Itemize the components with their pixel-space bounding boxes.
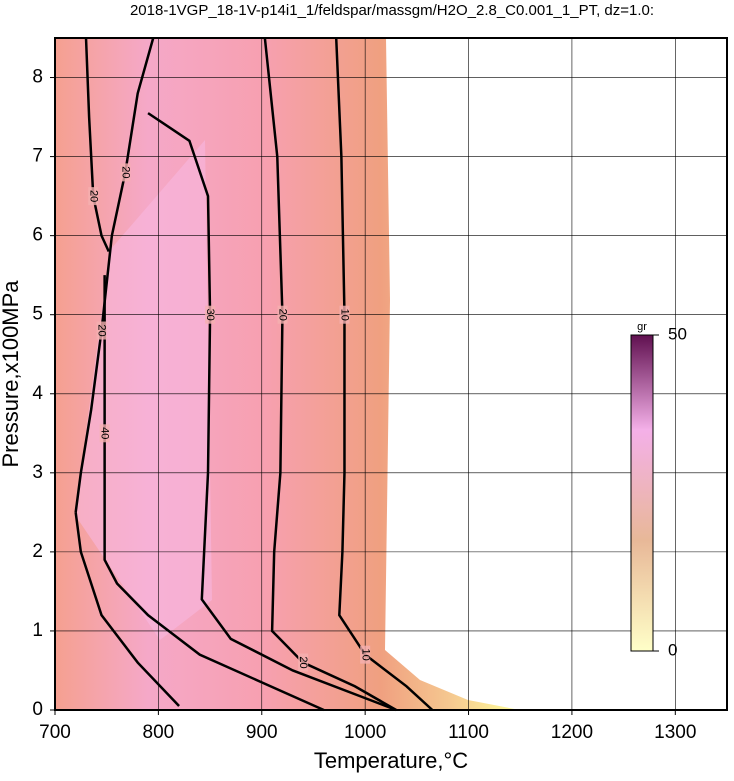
contour-label: 20 (96, 324, 108, 336)
contour-label: 20 (87, 190, 99, 202)
x-tick-label: 1300 (654, 722, 696, 743)
x-tick-label: 1100 (448, 722, 489, 743)
contour-label: 10 (339, 309, 351, 321)
y-tick-label: 6 (32, 225, 43, 246)
contour-label-bg (99, 424, 110, 443)
y-tick-label: 0 (32, 699, 43, 720)
chart-title: 2018-1VGP_18-1V-p14i1_1/feldspar/massgm/… (130, 2, 654, 19)
colorbar-tick-label: 50 (668, 324, 687, 343)
colorbar-ticks: 0 50 (653, 324, 687, 659)
x-tick-label: 1000 (344, 722, 386, 743)
contour-label-bg (298, 653, 309, 672)
contour-line (147, 112, 397, 712)
x-tick-label: 1200 (551, 722, 593, 743)
x-tick-label: 800 (143, 722, 175, 743)
contour-label: 20 (277, 309, 289, 321)
y-tick-label: 4 (32, 383, 43, 404)
contour-label-bg (120, 163, 131, 182)
contours: 10 10 20 20 30 40 20 20 20 (74, 37, 434, 712)
contour-label-bg (360, 645, 371, 664)
contour-label-bg (339, 305, 350, 324)
x-tick-label: 900 (246, 722, 278, 743)
colorbar (630, 334, 654, 652)
contour-label: 30 (204, 309, 216, 321)
contour-label-bg (88, 187, 99, 206)
x-axis-label: Temperature,°C (314, 748, 468, 773)
contour-line (334, 37, 434, 711)
contour-line (74, 512, 180, 707)
plot-frame (54, 37, 728, 711)
contour-label-bg (277, 305, 288, 324)
y-tick-label: 8 (32, 67, 43, 88)
contour-label: 10 (359, 649, 371, 661)
contour-label-bg (96, 321, 107, 340)
contour-line (74, 37, 155, 513)
contour-label: 40 (99, 427, 111, 439)
contour-line (263, 37, 397, 712)
y-axis-label: Pressure,x100MPa (0, 280, 23, 468)
y-tick-label: 3 (32, 462, 43, 483)
contour-label-bg (205, 305, 216, 324)
x-tick-label: 700 (39, 722, 71, 743)
y-tick-label: 7 (32, 146, 43, 167)
colorbar-label: gr (637, 321, 647, 333)
contour-label: 20 (119, 166, 131, 178)
contour-line (103, 275, 325, 712)
contour-label: 20 (297, 656, 309, 668)
y-tick-label: 5 (32, 304, 43, 325)
y-tick-label: 1 (32, 620, 43, 641)
y-tick-label: 2 (32, 541, 43, 562)
colorbar-tick-label: 0 (668, 640, 677, 659)
